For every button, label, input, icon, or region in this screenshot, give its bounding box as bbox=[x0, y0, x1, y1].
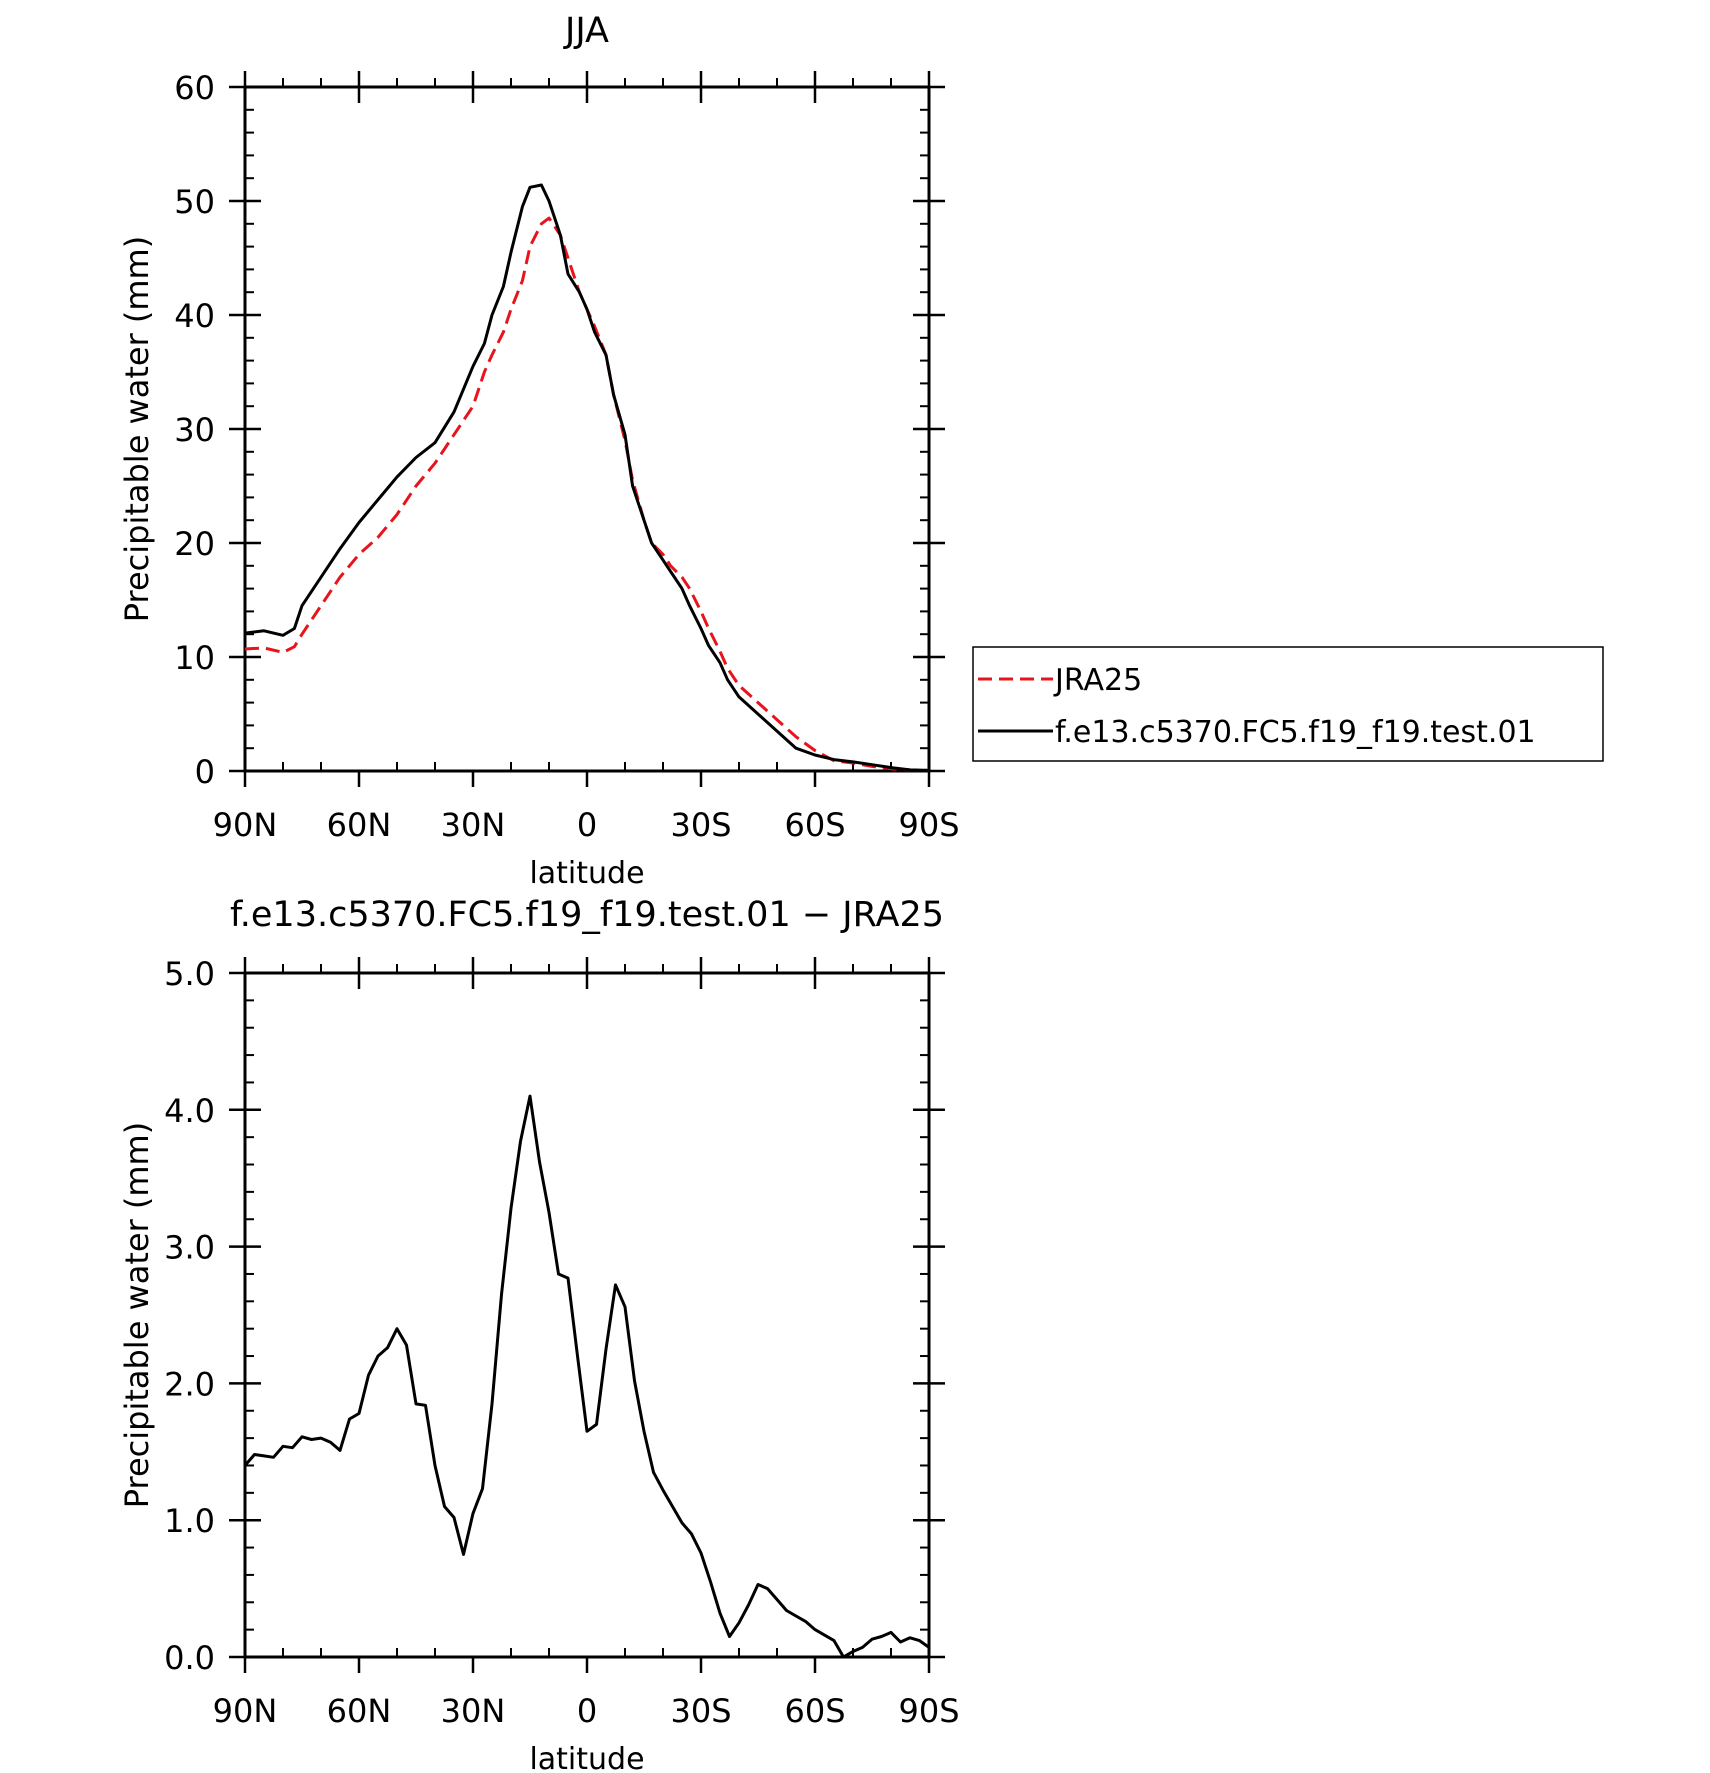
x-axis-label: latitude bbox=[529, 1742, 644, 1773]
x-tick-label: 90S bbox=[898, 806, 959, 844]
y-tick-label: 0 bbox=[195, 753, 215, 791]
y-tick-label: 30 bbox=[174, 411, 215, 449]
y-tick-label: 3.0 bbox=[164, 1229, 215, 1267]
legend-label-1: f.e13.c5370.FC5.f19_f19.test.01 bbox=[1055, 715, 1536, 750]
series-line-0 bbox=[244, 216, 930, 772]
chart-title: JJA bbox=[563, 11, 609, 51]
x-tick-label: 0 bbox=[577, 806, 597, 844]
top-panel-jja: JJA 0 10 20 30 40 50 60 90N 60N 30N 0 30S 60S 90S latit… bbox=[118, 11, 1604, 891]
x-tick-label: 60S bbox=[784, 806, 845, 844]
x-tick-label: 30N bbox=[441, 806, 506, 844]
x-tick-label: 90S bbox=[898, 1692, 959, 1730]
y-tick-label: 10 bbox=[174, 639, 215, 677]
y-tick-label: 20 bbox=[174, 525, 215, 563]
series-line-1 bbox=[244, 183, 930, 772]
legend-box bbox=[972, 646, 1604, 762]
plot-frame bbox=[243, 85, 931, 773]
x-tick-label: 60S bbox=[784, 1692, 845, 1730]
y-tick-label: 50 bbox=[174, 183, 215, 221]
y-tick-label: 2.0 bbox=[164, 1365, 215, 1403]
chart-title: f.e13.c5370.FC5.f19_f19.test.01 − JRA25 bbox=[230, 895, 944, 935]
x-tick-label: 90N bbox=[213, 1692, 278, 1730]
x-tick-label: 90N bbox=[213, 806, 278, 844]
y-axis-label: Precipitable water (mm) bbox=[118, 1122, 156, 1508]
plot-frame bbox=[243, 971, 931, 1659]
x-tick-label: 60N bbox=[327, 1692, 392, 1730]
y-axis-label: Precipitable water (mm) bbox=[118, 236, 156, 622]
x-tick-label: 30S bbox=[670, 1692, 731, 1730]
y-tick-label: 4.0 bbox=[164, 1092, 215, 1130]
x-tick-label: 0 bbox=[577, 1692, 597, 1730]
x-tick-label: 60N bbox=[327, 806, 392, 844]
y-tick-label: 40 bbox=[174, 297, 215, 335]
y-tick-label: 1.0 bbox=[164, 1502, 215, 1540]
bottom-panel-difference: f.e13.c5370.FC5.f19_f19.test.01 − JRA25 0… bbox=[118, 895, 960, 1773]
y-tick-label: 60 bbox=[174, 69, 215, 107]
y-tick-label: 0.0 bbox=[164, 1639, 215, 1677]
x-axis-label: latitude bbox=[529, 856, 644, 891]
legend-label-0: JRA25 bbox=[1053, 663, 1142, 698]
x-tick-label: 30N bbox=[441, 1692, 506, 1730]
y-tick-label: 5.0 bbox=[164, 955, 215, 993]
x-tick-label: 30S bbox=[670, 806, 731, 844]
series-line-0 bbox=[243, 1094, 930, 1659]
